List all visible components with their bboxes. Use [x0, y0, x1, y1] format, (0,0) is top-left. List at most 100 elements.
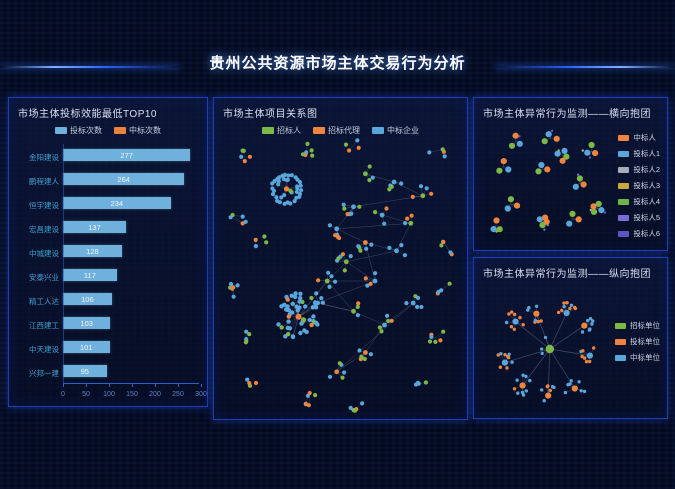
vertical-satellite-node[interactable] — [510, 310, 514, 314]
vertical-hub-node[interactable] — [563, 309, 570, 317]
network-node[interactable] — [285, 177, 290, 182]
collusion-node[interactable] — [544, 166, 551, 173]
network-node[interactable] — [279, 304, 284, 309]
collusion-node[interactable] — [496, 167, 503, 174]
network-node[interactable] — [448, 250, 453, 255]
network-node[interactable] — [305, 141, 310, 146]
network-node[interactable] — [303, 304, 308, 309]
vertical-satellite-node[interactable] — [496, 353, 500, 357]
vertical-satellite-node[interactable] — [560, 308, 564, 313]
network-node[interactable] — [352, 408, 358, 413]
vertical-satellite-node[interactable] — [512, 327, 516, 331]
vertical-satellite-node[interactable] — [521, 323, 525, 327]
bar[interactable] — [63, 149, 191, 161]
network-node[interactable] — [312, 300, 318, 305]
collusion-node[interactable] — [580, 181, 587, 188]
network-node[interactable] — [427, 150, 432, 155]
collusion-minor-node[interactable] — [518, 135, 521, 138]
vertical-legend-item-2[interactable]: 中标单位 — [615, 352, 660, 363]
network-node[interactable] — [424, 186, 429, 191]
bar[interactable] — [63, 293, 112, 305]
network-node[interactable] — [231, 294, 236, 299]
network-node[interactable] — [357, 204, 362, 209]
network-node[interactable] — [543, 335, 548, 340]
vertical-satellite-node[interactable] — [563, 390, 568, 395]
bar[interactable] — [63, 341, 110, 353]
network-node[interactable] — [279, 325, 284, 330]
network-node[interactable] — [329, 274, 334, 279]
collusion-node[interactable] — [536, 216, 543, 223]
collusion-node[interactable] — [553, 135, 560, 142]
web-hub-node[interactable] — [408, 220, 414, 226]
collusion-node[interactable] — [561, 147, 568, 154]
collusion-node[interactable] — [592, 150, 599, 157]
bar[interactable] — [63, 245, 122, 257]
network-node[interactable] — [276, 182, 281, 187]
web-hub-node[interactable] — [363, 240, 368, 245]
vertical-satellite-node[interactable] — [521, 373, 525, 377]
network-node[interactable] — [313, 393, 318, 398]
network-node[interactable] — [309, 322, 314, 328]
network-node[interactable] — [239, 154, 244, 159]
network-node[interactable] — [447, 281, 452, 286]
horizontal-legend-item-5[interactable]: 投标人5 — [618, 212, 660, 223]
collusion-node[interactable] — [559, 157, 566, 164]
web-hub-node[interactable] — [343, 259, 349, 265]
vertical-satellite-node[interactable] — [556, 310, 561, 315]
network-node[interactable] — [293, 291, 298, 296]
network-node[interactable] — [294, 190, 299, 194]
network-node[interactable] — [315, 322, 320, 327]
vertical-satellite-node[interactable] — [536, 319, 540, 324]
collusion-node[interactable] — [496, 226, 503, 233]
vertical-satellite-node[interactable] — [580, 330, 585, 334]
network-node[interactable] — [343, 142, 349, 147]
network-node[interactable] — [336, 256, 341, 261]
network-node[interactable] — [320, 300, 325, 305]
vertical-satellite-node[interactable] — [507, 312, 511, 316]
network-node[interactable] — [247, 381, 252, 386]
collusion-node[interactable] — [572, 183, 579, 190]
collusion-node[interactable] — [575, 216, 582, 223]
network-node[interactable] — [399, 181, 404, 186]
network-node[interactable] — [298, 183, 303, 188]
network-node[interactable] — [355, 313, 360, 318]
vertical-hub-node[interactable] — [533, 310, 540, 317]
collusion-node[interactable] — [595, 200, 602, 207]
network-node[interactable] — [253, 380, 259, 386]
vertical-satellite-node[interactable] — [566, 383, 570, 387]
network-node[interactable] — [245, 377, 250, 382]
vertical-satellite-node[interactable] — [587, 328, 592, 332]
network-node[interactable] — [281, 177, 286, 182]
vertical-satellite-node[interactable] — [524, 389, 528, 393]
network-node[interactable] — [419, 304, 424, 310]
network-node[interactable] — [247, 154, 252, 159]
collusion-node[interactable] — [588, 141, 595, 149]
vertical-hub-node[interactable] — [512, 318, 519, 325]
collusion-node[interactable] — [508, 142, 516, 149]
vertical-satellite-node[interactable] — [510, 360, 514, 364]
network-node[interactable] — [307, 390, 312, 396]
network-node[interactable] — [262, 234, 267, 239]
vertical-satellite-node[interactable] — [565, 301, 569, 305]
network-node[interactable] — [369, 242, 374, 247]
vertical-satellite-node[interactable] — [503, 353, 507, 357]
network-node[interactable] — [240, 214, 245, 219]
network-node[interactable] — [368, 352, 373, 357]
horizontal-collusion-chart[interactable] — [478, 124, 618, 246]
network-node[interactable] — [540, 351, 544, 356]
bar[interactable] — [63, 221, 126, 233]
network-node[interactable] — [385, 313, 390, 318]
network-node[interactable] — [358, 248, 363, 253]
collusion-node[interactable] — [590, 203, 597, 210]
network-node[interactable] — [228, 285, 233, 290]
web-hub-node[interactable] — [363, 350, 368, 355]
network-node[interactable] — [386, 318, 391, 324]
network-node[interactable] — [326, 270, 331, 275]
vertical-hub-node[interactable] — [519, 382, 526, 389]
network-node[interactable] — [228, 281, 234, 287]
network-node[interactable] — [389, 318, 394, 323]
network-node[interactable] — [405, 216, 410, 221]
network-node[interactable] — [370, 175, 375, 180]
network-node[interactable] — [302, 328, 307, 333]
bar[interactable] — [63, 365, 107, 377]
